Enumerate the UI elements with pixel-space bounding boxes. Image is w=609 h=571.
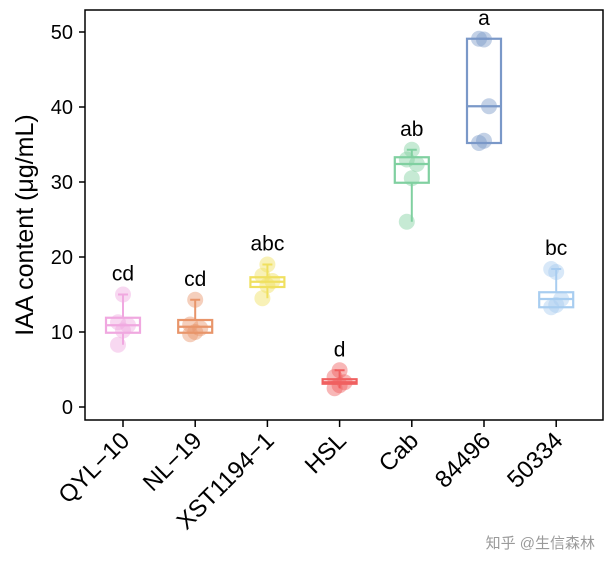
data-point [254,290,271,307]
data-point [398,213,415,230]
data-point [115,322,131,339]
significance-letter: abc [250,233,284,256]
data-point [182,316,199,333]
data-point [110,314,126,331]
x-tick-label: 84496 [430,427,496,493]
box [465,37,503,145]
y-tick-label: 10 [51,322,73,344]
x-tick-label: HSL [300,427,352,479]
data-point [110,336,126,353]
y-tick-label: 40 [51,97,73,119]
x-tick-label: Cab [374,427,424,477]
significance-letter: d [334,338,346,361]
data-point [403,141,420,158]
x-tick-label: QYL−10 [53,427,135,509]
x-tick-label: NL−19 [138,427,208,497]
x-tick-label: 50334 [502,427,568,493]
data-point [187,291,204,308]
data-point [254,267,271,284]
significance-letter: cd [184,268,206,291]
y-tick-label: 0 [62,397,73,419]
data-point [548,297,565,313]
significance-letter: a [478,7,490,30]
significance-letter: cd [112,263,134,286]
data-point [403,170,420,187]
plot-frame [84,9,604,421]
data-point [476,132,492,149]
data-point [548,264,565,280]
data-point [543,261,560,277]
data-point [331,362,348,379]
significance-letter: bc [545,237,567,260]
y-axis-label: IAA content (μg/mL) [11,114,39,335]
data-point [326,369,343,385]
box [393,156,430,184]
data-point [182,326,199,343]
data-point [259,256,276,273]
y-tick-label: 20 [51,247,73,269]
watermark: 知乎 @生信森林 [485,535,595,552]
y-tick-label: 30 [51,172,73,194]
significance-letter: ab [400,118,423,141]
data-point [115,286,131,303]
y-tick-label: 50 [51,22,73,44]
